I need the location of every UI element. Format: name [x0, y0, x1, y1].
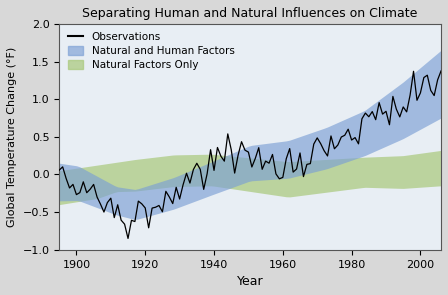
X-axis label: Year: Year [237, 275, 263, 288]
Legend: Observations, Natural and Human Factors, Natural Factors Only: Observations, Natural and Human Factors,… [65, 29, 237, 73]
Y-axis label: Global Temperature Change (°F): Global Temperature Change (°F) [7, 47, 17, 227]
Title: Separating Human and Natural Influences on Climate: Separating Human and Natural Influences … [82, 7, 418, 20]
